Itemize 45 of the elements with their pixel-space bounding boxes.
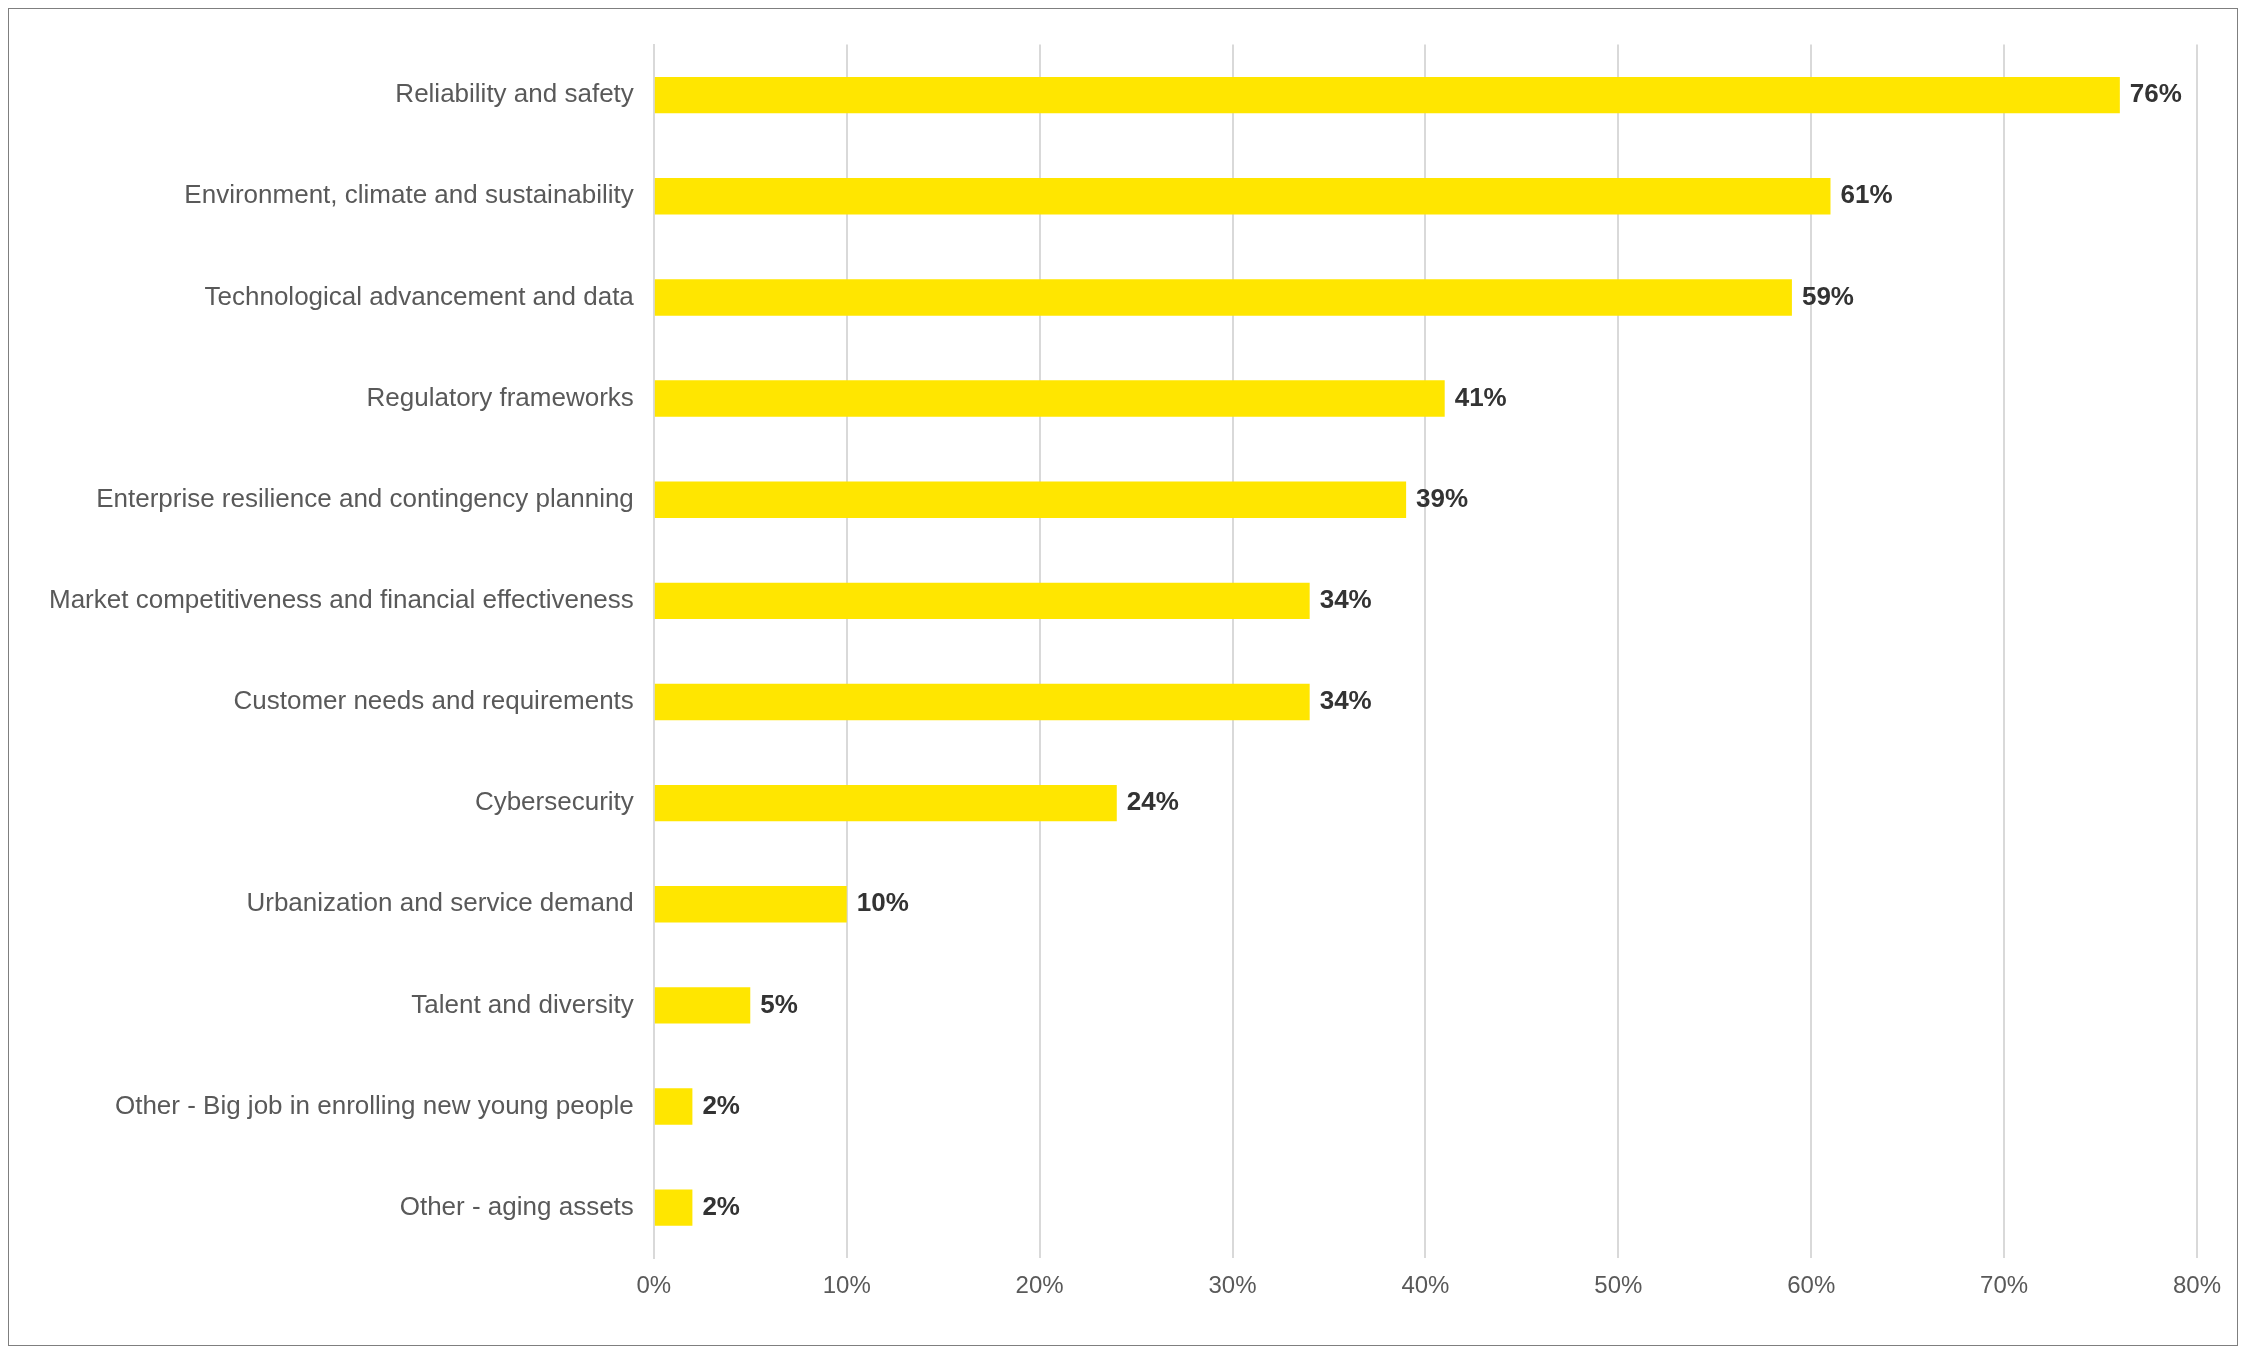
data-label: 10%: [856, 887, 909, 918]
data-label: 5%: [760, 988, 798, 1019]
bar: [654, 683, 1310, 721]
y-tick-label: Talent and diversity: [411, 988, 634, 1019]
data-label: 76%: [2129, 78, 2182, 109]
x-tick-label: 10%: [822, 1271, 871, 1299]
data-label: 2%: [702, 1089, 740, 1120]
x-tick-label: 20%: [1015, 1271, 1064, 1299]
bar: [654, 987, 751, 1024]
data-label: 34%: [1319, 685, 1372, 716]
y-tick-label: Customer needs and requirements: [233, 685, 634, 716]
bar: [654, 784, 1117, 822]
x-tick-label: 40%: [1401, 1271, 1450, 1299]
y-tick-label: Reliability and safety: [395, 78, 634, 109]
x-tick-label: 80%: [2172, 1271, 2222, 1299]
x-tick-label: 70%: [1980, 1271, 2029, 1299]
y-tick-label: Other - aging assets: [399, 1190, 634, 1221]
data-label: 41%: [1454, 381, 1507, 412]
data-label: 2%: [702, 1190, 740, 1221]
bar: [654, 76, 2120, 114]
x-tick-label: 60%: [1787, 1271, 1836, 1299]
y-tick-label: Urbanization and service demand: [246, 887, 634, 918]
y-tick-label: Environment, climate and sustainability: [184, 179, 634, 210]
bar: [654, 279, 1792, 316]
y-tick-label: Enterprise resilience and contingency planning: [96, 482, 634, 513]
data-label: 39%: [1416, 482, 1469, 513]
y-tick-label: Technological advancement and data: [204, 280, 635, 311]
x-tick-label: 0%: [636, 1271, 672, 1299]
bar: [654, 1088, 693, 1125]
x-tick-label: 50%: [1594, 1271, 1643, 1299]
y-tick-label: Regulatory frameworks: [366, 381, 634, 412]
x-tick-label: 30%: [1208, 1271, 1257, 1299]
bar: [654, 178, 1831, 215]
data-label: 59%: [1801, 280, 1854, 311]
bar: [654, 380, 1445, 417]
bar: [654, 582, 1310, 620]
data-label: 61%: [1840, 179, 1893, 210]
y-tick-label: Market competitiveness and financial effectiveness: [48, 584, 634, 615]
y-tick-label: Other - Big job in enrolling new young people: [114, 1089, 634, 1120]
bar: [654, 1189, 693, 1226]
data-label: 34%: [1319, 584, 1372, 615]
bar: [654, 481, 1407, 518]
data-label: 24%: [1126, 786, 1179, 817]
y-tick-label: Cybersecurity: [474, 786, 634, 817]
bar: [654, 886, 847, 923]
